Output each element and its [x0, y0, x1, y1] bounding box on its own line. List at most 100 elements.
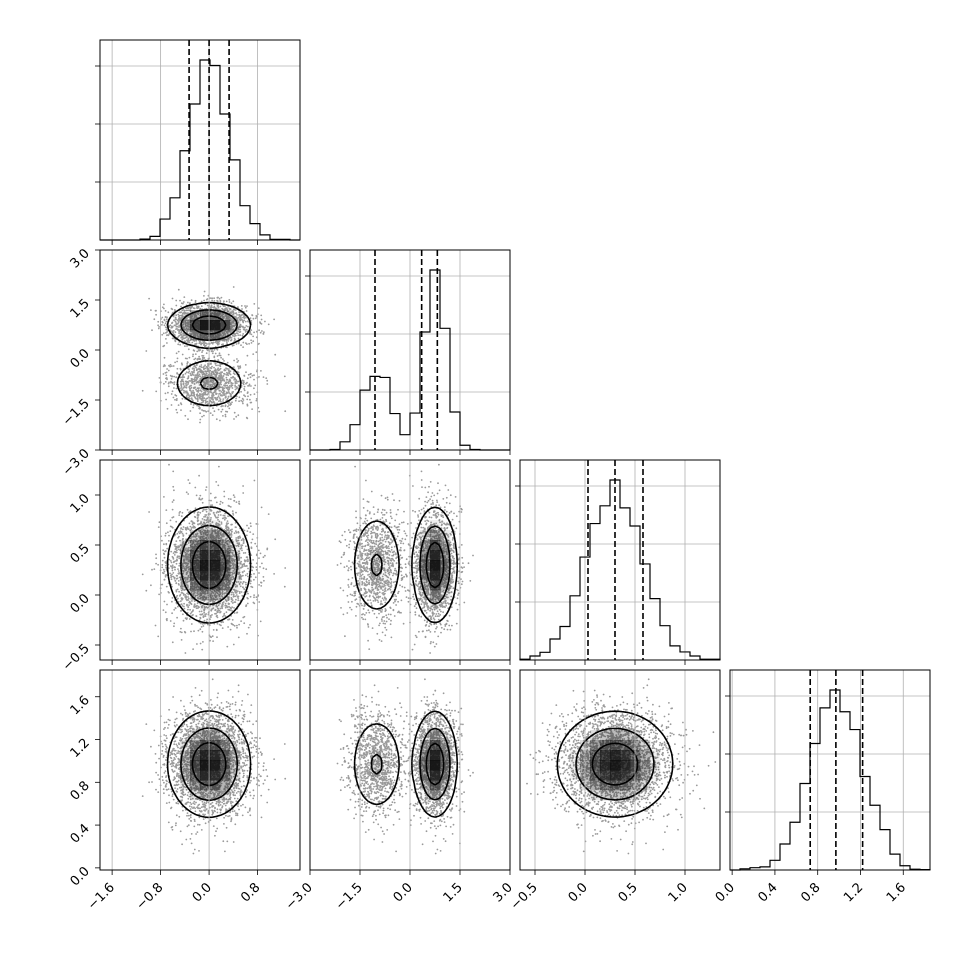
sample-point	[177, 570, 180, 572]
sample-point	[236, 624, 238, 627]
sample-point	[164, 550, 167, 552]
sample-point	[176, 360, 179, 363]
sample-point	[231, 387, 234, 389]
sample-point	[258, 410, 261, 413]
sample-point	[165, 377, 168, 379]
sample-point	[233, 411, 236, 414]
sample-point	[233, 339, 236, 342]
sample-point	[192, 353, 195, 356]
sample-point	[194, 357, 197, 360]
sample-point	[258, 329, 260, 332]
sample-point	[161, 306, 164, 309]
sample-point	[204, 514, 207, 516]
sample-point	[234, 386, 237, 388]
sample-point	[237, 366, 240, 368]
sample-point	[175, 582, 178, 584]
sample-point	[246, 392, 249, 394]
sample-point	[197, 605, 200, 608]
x-tick-label: 1.6	[884, 880, 909, 905]
sample-point	[241, 400, 244, 403]
sample-point	[171, 501, 174, 503]
sample-point	[189, 302, 191, 304]
sample-point	[227, 626, 230, 628]
sample-point	[220, 405, 223, 408]
sample-point	[223, 390, 226, 393]
sample-point	[192, 399, 194, 402]
sample-point	[201, 351, 203, 353]
sample-point	[248, 342, 251, 345]
sample-point	[165, 564, 167, 567]
sample-point	[241, 308, 243, 310]
sample-point	[166, 547, 169, 550]
sample-point	[163, 324, 166, 327]
sample-point	[251, 538, 254, 541]
sample-point	[242, 402, 244, 405]
sample-point	[246, 565, 248, 567]
sample-point	[229, 498, 232, 500]
sample-point	[253, 374, 255, 377]
sample-point	[200, 364, 203, 366]
sample-point	[214, 390, 217, 393]
sample-point	[197, 368, 199, 371]
sample-point	[209, 412, 212, 414]
sample-point	[209, 635, 212, 638]
sample-point	[249, 531, 252, 533]
sample-point	[176, 577, 179, 580]
sample-point	[234, 384, 237, 387]
sample-point	[155, 562, 158, 565]
sample-point	[215, 481, 218, 483]
sample-point	[238, 400, 241, 403]
sample-point	[247, 373, 250, 376]
sample-point	[196, 306, 198, 309]
sample-point	[241, 571, 244, 574]
sample-point	[250, 342, 253, 344]
sample-point	[243, 317, 246, 319]
sample-point	[179, 530, 182, 532]
sample-point	[225, 307, 227, 310]
sample-point	[237, 342, 240, 345]
sample-point	[227, 390, 230, 392]
sample-point	[197, 376, 199, 379]
sample-point	[213, 355, 216, 358]
sample-point	[200, 300, 203, 303]
sample-point	[216, 611, 219, 614]
sample-point	[246, 305, 248, 307]
sample-point	[232, 514, 235, 516]
sample-point	[165, 320, 168, 323]
sample-point	[235, 343, 238, 345]
sample-point	[171, 600, 173, 603]
sample-point	[154, 309, 157, 312]
sample-point	[178, 324, 181, 327]
sample-point	[164, 372, 167, 374]
y-tick-label: 3.0	[68, 246, 93, 271]
sample-point	[249, 376, 252, 379]
sample-point	[219, 394, 222, 397]
sample-point	[220, 391, 223, 393]
sample-point	[193, 374, 195, 376]
sample-point	[200, 622, 202, 625]
sample-point	[232, 366, 235, 369]
sample-point	[175, 520, 178, 523]
x-tick-label: 0.8	[798, 880, 823, 905]
sample-point	[213, 410, 216, 413]
sample-point	[169, 365, 172, 368]
sample-point	[250, 339, 253, 342]
sample-point	[250, 385, 252, 387]
sample-point	[252, 340, 255, 343]
sample-point	[265, 568, 268, 571]
sample-point	[190, 384, 193, 387]
sample-point	[171, 297, 174, 300]
sample-point	[164, 381, 167, 383]
sample-point	[162, 345, 165, 348]
sample-point	[211, 299, 214, 302]
sample-point	[284, 567, 287, 569]
sample-point	[253, 573, 255, 575]
sample-point	[163, 496, 165, 498]
sample-point	[216, 396, 219, 399]
sample-point	[205, 366, 208, 368]
sample-point	[173, 622, 176, 625]
sample-point	[192, 404, 195, 406]
sample-point	[189, 410, 192, 412]
sample-point	[232, 314, 235, 316]
sample-point	[246, 377, 249, 380]
